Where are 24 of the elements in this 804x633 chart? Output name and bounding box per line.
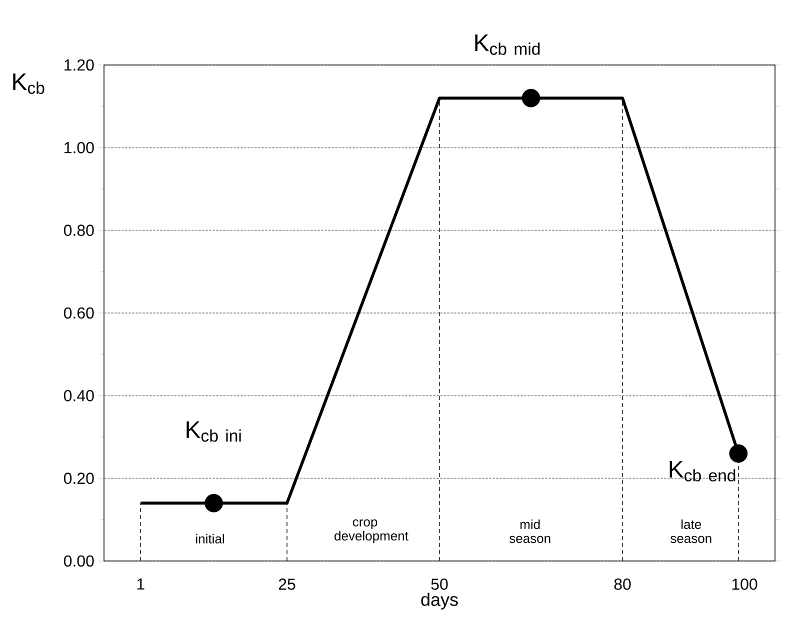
annotation: mid season bbox=[509, 519, 550, 544]
x-axis-title: days bbox=[421, 592, 458, 610]
y-tick-label: 0.60 bbox=[64, 307, 94, 319]
y-tick-label: 1.00 bbox=[64, 142, 94, 154]
x-tick-label: 50 bbox=[431, 578, 448, 590]
y-tick-label: 0.40 bbox=[64, 390, 94, 402]
x-tick-label: 1 bbox=[137, 578, 144, 590]
x-tick-label: 25 bbox=[278, 578, 296, 590]
annotation: initial bbox=[196, 534, 224, 544]
y-tick-label: 0.00 bbox=[64, 555, 94, 567]
point bbox=[204, 494, 223, 512]
annotation: late season bbox=[670, 519, 712, 544]
point bbox=[729, 444, 748, 463]
y-tick-label: 1.20 bbox=[64, 59, 94, 71]
y-axis-title: K$_{cb}$ bbox=[13, 74, 44, 94]
text: $\mathrm{K}_{\mathrm{cb\ mid}}$ bbox=[475, 34, 540, 55]
annotation: $\mathrm{K}_{\mathrm{cb\ ini}}$ bbox=[186, 421, 241, 442]
point bbox=[522, 88, 540, 108]
y-tick-label: 0.80 bbox=[64, 224, 94, 236]
annotation: $\mathrm{K}_{\mathrm{cb\ end}}$ bbox=[670, 461, 736, 482]
annotation: crop development bbox=[334, 519, 408, 544]
x-tick-label: 100 bbox=[732, 578, 758, 590]
x-tick-label: 80 bbox=[614, 578, 631, 590]
y-tick-label: 0.20 bbox=[64, 472, 94, 484]
